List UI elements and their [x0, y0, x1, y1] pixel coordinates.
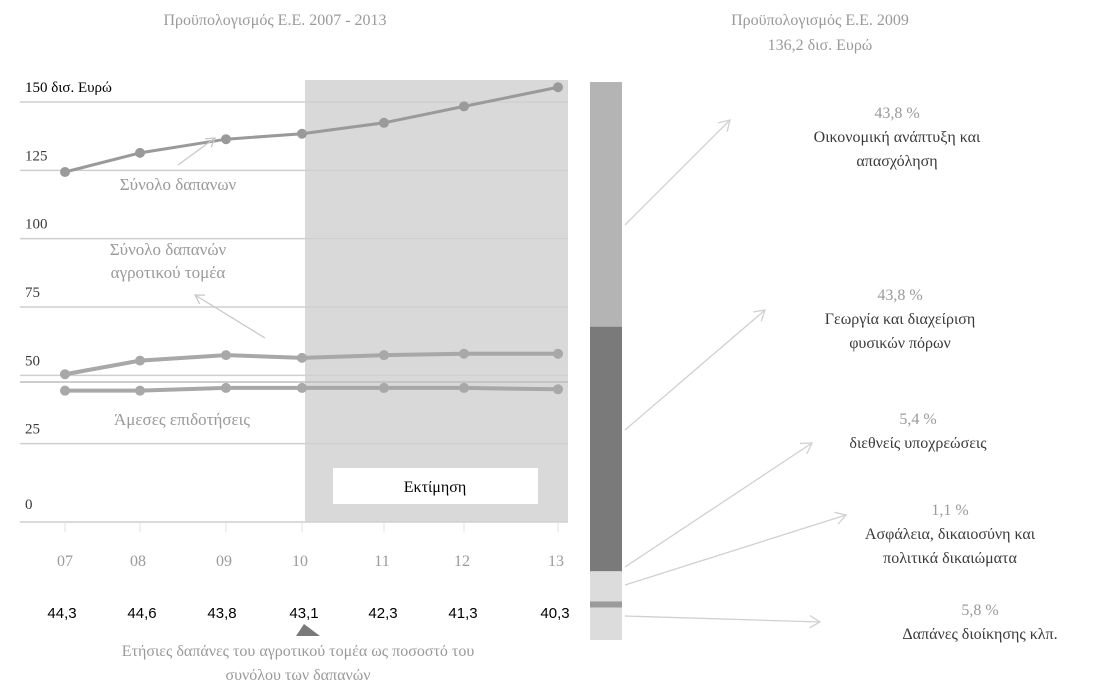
- x-tick-label: 08: [130, 553, 146, 570]
- segment-label: Δαπάνες διοίκησης κλπ.: [902, 626, 1057, 643]
- data-point: [221, 134, 231, 145]
- data-point: [135, 355, 145, 366]
- data-point: [297, 382, 307, 393]
- arrow-head-icon: [753, 309, 766, 322]
- y-tick-label: 125: [25, 148, 48, 164]
- data-point: [60, 167, 70, 177]
- data-point: [297, 352, 307, 363]
- x-tick-label: 11: [374, 553, 389, 570]
- bar-chart-title-line-1: Προϋπολογισμός Ε.Ε. 2009: [731, 12, 909, 29]
- data-point: [459, 101, 469, 112]
- arrow-head-icon: [204, 137, 217, 148]
- x-tick-label: 10: [292, 553, 308, 570]
- segment-label: Ασφάλεια, δικαιοσύνη και: [865, 526, 1036, 543]
- data-point: [459, 348, 469, 359]
- data-point: [135, 147, 145, 158]
- data-point: [459, 382, 469, 393]
- stacked-bar-chart: Προϋπολογισμός Ε.Ε. 2009 136,2 δισ. Ευρώ…: [590, 12, 1058, 643]
- x-tick-label: 09: [216, 553, 232, 570]
- bottom-caption-line-1: Ετήσιες δαπάνες του αγροτικού τομέα ως π…: [122, 643, 475, 660]
- data-point: [135, 385, 145, 396]
- segment-arrow: [624, 615, 821, 623]
- segment-arrow: [624, 309, 766, 431]
- bottom-value: 42,3: [368, 605, 397, 622]
- bar-segment: [590, 571, 622, 602]
- segment-arrow: [624, 442, 813, 568]
- y-tick-label: 25: [25, 422, 40, 438]
- arrow-head-icon: [718, 119, 731, 132]
- bar-chart-title-line-2: 136,2 δισ. Ευρώ: [768, 37, 873, 54]
- bar-segment: [590, 82, 622, 327]
- series-label: Σύνολο δαπανων: [120, 175, 237, 194]
- segment-percent: 43,8 %: [877, 287, 922, 304]
- data-point: [60, 385, 70, 396]
- x-axis-ticks: 07 08 09 10 11 12 13: [57, 522, 564, 570]
- bottom-value: 40,3: [540, 605, 569, 622]
- series-label: Άμεσες επιδοτήσεις: [114, 410, 250, 429]
- data-point: [60, 369, 70, 380]
- segment-label: πολιτικά δικαιώματα: [883, 550, 1017, 567]
- data-point: [297, 128, 307, 139]
- data-point: [553, 348, 563, 359]
- data-point: [553, 384, 563, 395]
- segment-percent: 1,1 %: [931, 502, 968, 519]
- series-label: αγροτικού τομέα: [111, 263, 226, 282]
- bottom-percent-values: 44,3 44,6 43,8 43,1 42,3 41,3 40,3: [47, 605, 569, 622]
- series-label-arrow: [194, 294, 266, 339]
- x-tick-label: 12: [454, 553, 470, 570]
- estimate-label-box: [333, 468, 538, 504]
- segment-percent: 5,4 %: [899, 411, 936, 428]
- bar-segment: [590, 326, 622, 572]
- series-label: Σύνολο δαπανών: [110, 240, 227, 259]
- data-point: [379, 117, 389, 128]
- segment-arrow: [624, 119, 731, 226]
- bar-labels: 43,8 % Οικονομική ανάπτυξη και απασχόληση 4…: [814, 105, 1058, 643]
- pointer-triangle-icon: [296, 624, 320, 636]
- series-labels: Σύνολο δαπανων Σύνολο δαπανών αγροτικού το…: [110, 137, 266, 429]
- bar-segment: [590, 607, 622, 640]
- y-axis-ticks: 0 25 50 75 100 125 150 δισ. Ευρώ: [25, 80, 112, 513]
- bottom-value: 44,3: [47, 605, 76, 622]
- arrow-head-icon: [834, 511, 848, 525]
- bar-segments: [590, 82, 622, 640]
- series-label-arrow: [177, 137, 216, 166]
- bar-arrows: [624, 119, 848, 629]
- arrow-head-icon: [809, 614, 822, 629]
- y-tick-label: 50: [25, 353, 40, 369]
- arrow-head-icon: [193, 294, 206, 305]
- bottom-caption-line-2: συνόλου των δαπανών: [225, 667, 370, 684]
- y-tick-label: 100: [25, 217, 48, 233]
- bottom-value: 44,6: [127, 605, 156, 622]
- y-tick-label: 150 δισ. Ευρώ: [25, 80, 112, 96]
- data-point: [221, 350, 231, 361]
- line-chart-title: Προϋπολογισμός Ε.Ε. 2007 - 2013: [163, 12, 386, 29]
- y-tick-label: 75: [25, 285, 40, 301]
- bar-segment: [590, 601, 622, 608]
- arrow-head-icon: [799, 442, 814, 455]
- data-point: [553, 82, 563, 93]
- grid-lines: [20, 101, 568, 523]
- x-tick-label: 13: [548, 553, 564, 570]
- y-tick-label: 0: [25, 497, 33, 513]
- data-point: [221, 382, 231, 393]
- segment-label: απασχόληση: [856, 153, 937, 170]
- segment-arrow: [624, 514, 847, 586]
- segment-label: φυσικών πόρων: [849, 335, 951, 352]
- estimate-region: [305, 80, 568, 522]
- segment-percent: 5,8 %: [961, 602, 998, 619]
- bottom-value: 43,1: [289, 605, 318, 622]
- bottom-value: 41,3: [448, 605, 477, 622]
- data-point: [379, 382, 389, 393]
- estimate-label: Εκτίμηση: [404, 479, 467, 496]
- segment-label: Γεωργία και διαχείριση: [825, 311, 975, 328]
- segment-label: Οικονομική ανάπτυξη και: [814, 129, 981, 146]
- x-tick-label: 07: [57, 553, 73, 570]
- segment-label: διεθνείς υποχρεώσεις: [849, 435, 987, 452]
- series-lines: [60, 82, 563, 396]
- data-point: [379, 350, 389, 361]
- segment-percent: 43,8 %: [874, 105, 919, 122]
- line-chart: Προϋπολογισμός Ε.Ε. 2007 - 2013 0 25 50 75 1…: [20, 12, 570, 684]
- bottom-value: 43,8: [207, 605, 236, 622]
